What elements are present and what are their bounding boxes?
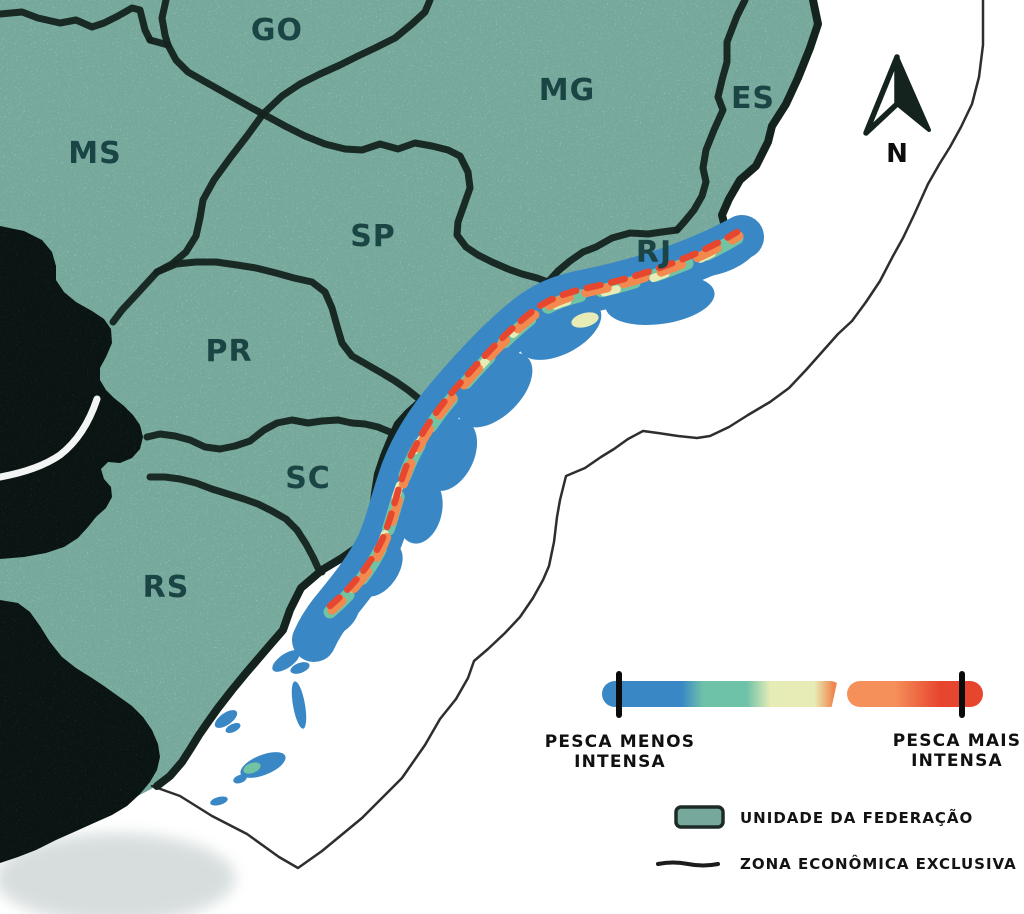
state-label-mg: MG (539, 73, 595, 108)
north-arrow-icon (895, 55, 931, 132)
scale-max-label-line1: PESCA MAIS (893, 731, 1022, 751)
gradient-notch (831, 678, 849, 710)
compass: N (863, 54, 931, 169)
fishing-heatmap (210, 215, 764, 806)
eez-boundary-line (150, 0, 985, 870)
border-ms-north (0, 4, 154, 44)
intensity-gradient-left (602, 681, 843, 707)
scale-min-label-line2: INTENSA (574, 752, 666, 772)
state-labels: GO MG ES MS SP RJ PR SC RS (68, 13, 775, 605)
state-label-sp: SP (350, 219, 396, 254)
state-label-ms: MS (68, 136, 121, 171)
state-label-pr: PR (205, 334, 252, 369)
border-go-west-stub (158, 0, 172, 49)
intensity-scale: PESCA MENOS INTENSA PESCA MAIS INTENSA (545, 671, 1022, 772)
state-label-go: GO (251, 13, 303, 48)
border-sp-pr (153, 258, 422, 402)
border-pr-sc (143, 416, 394, 453)
state-borders (0, 0, 749, 576)
border-mg-rj (544, 226, 681, 286)
coast-haze (0, 833, 235, 914)
scale-tick-max (959, 671, 965, 718)
border-ms-sp (153, 110, 267, 276)
eez-label: ZONA ECONÔMICA EXCLUSIVA (740, 854, 1017, 873)
state-label-sc: SC (285, 461, 331, 496)
border-mg-sp (259, 110, 552, 286)
scale-min-label-line1: PESCA MENOS (545, 732, 696, 752)
intensity-gradient-right (847, 681, 983, 707)
compass-north-label: N (886, 139, 908, 169)
heatmap-scattered-marks (210, 650, 310, 806)
border-sc-rs (146, 473, 326, 576)
state-label-rs: RS (143, 570, 190, 605)
scale-tick-min (616, 671, 622, 718)
border-mg-es (673, 0, 749, 234)
border-ms-pr (109, 268, 161, 326)
foreign-land-region (0, 226, 160, 863)
legend-item-federation: UNIDADE DA FEDERAÇÃO (674, 805, 973, 829)
legend: PESCA MENOS INTENSA PESCA MAIS INTENSA U… (545, 671, 1022, 873)
border-river-line (0, 395, 101, 481)
eez-line-swatch (656, 860, 720, 868)
legend-item-eez: ZONA ECONÔMICA EXCLUSIVA (656, 854, 1017, 873)
federation-label: UNIDADE DA FEDERAÇÃO (740, 808, 973, 827)
border-ms-go (146, 36, 267, 118)
border-go-mg (259, 0, 434, 118)
state-label-rj: RJ (636, 235, 672, 270)
heatmap-color-streaks (323, 228, 744, 619)
federation-swatch (674, 805, 725, 829)
scale-max-label-line2: INTENSA (911, 751, 1003, 771)
state-label-es: ES (731, 81, 775, 116)
